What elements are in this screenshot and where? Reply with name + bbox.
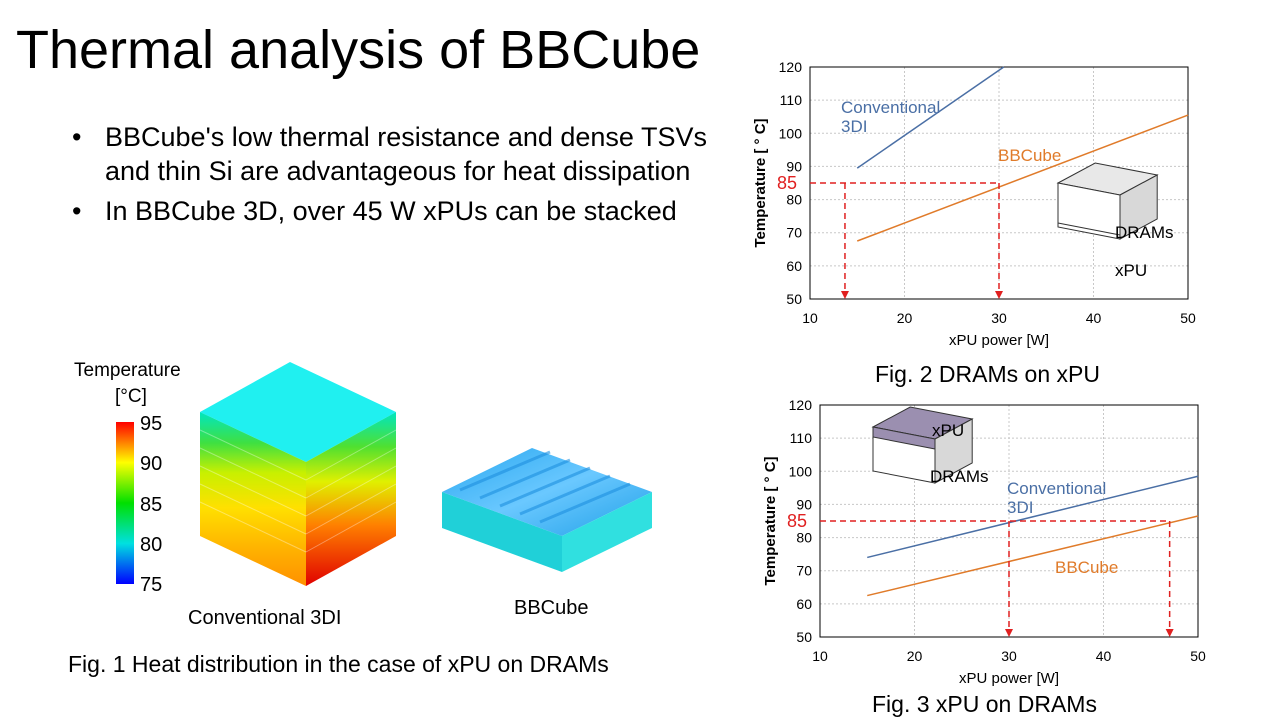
series-label: BBCube — [998, 146, 1061, 165]
bullet-item: • In BBCube 3D, over 45 W xPUs can be sta… — [70, 194, 710, 228]
x-tick-label: 40 — [1086, 310, 1102, 326]
colorbar — [116, 422, 134, 584]
chip-side-face — [934, 418, 973, 484]
bbcube-heatmap — [442, 448, 652, 572]
series-line — [867, 475, 1199, 559]
x-tick-label: 10 — [812, 648, 828, 664]
inset-top-label: xPU — [932, 421, 964, 440]
bullet-dot-icon: • — [72, 122, 82, 152]
y-tick-label: 80 — [796, 530, 812, 546]
fig1-caption: Fig. 1 Heat distribution in the case of … — [68, 651, 609, 677]
series-label: BBCube — [1055, 558, 1118, 577]
y-tick-label: 70 — [786, 225, 802, 241]
series-label: 3DI — [1007, 498, 1033, 517]
arrow-head-icon — [1165, 629, 1174, 637]
y-tick-label: 100 — [779, 125, 803, 141]
x-tick-label: 40 — [1096, 648, 1112, 664]
y-axis-label: Temperature [ ° C] — [752, 118, 769, 247]
y-tick-label: 50 — [786, 291, 802, 307]
inset-bottom-label: DRAMs — [930, 467, 989, 486]
y-axis-label: Temperature [ ° C] — [762, 456, 779, 585]
y-tick-label: 120 — [789, 397, 813, 413]
fig2-caption: Fig. 2 DRAMs on xPU — [875, 361, 1100, 387]
bbcube-label: BBCube — [514, 597, 589, 619]
xpu-layer-front — [872, 426, 936, 450]
series-line — [856, 114, 1189, 242]
series-label: Conventional — [1007, 479, 1106, 498]
bullet-dot-icon: • — [72, 196, 82, 226]
x-tick-label: 30 — [1001, 648, 1017, 664]
xpu-layer-line — [1057, 222, 1121, 236]
arrow-head-icon — [1005, 629, 1013, 637]
x-axis-label: xPU power [W] — [959, 670, 1059, 687]
bullet-item: • BBCube's low thermal resistance and den… — [70, 120, 710, 188]
arrow-head-icon — [840, 291, 849, 299]
colorbar-title: Temperature — [74, 360, 181, 381]
series-line — [856, 66, 1005, 169]
y-tick-label: 70 — [796, 563, 812, 579]
x-tick-label: 50 — [1190, 648, 1206, 664]
inset-top-label: DRAMs — [1115, 223, 1174, 242]
y-tick-label: 110 — [790, 430, 813, 446]
y-tick-label: 120 — [779, 59, 803, 75]
colorbar-tick-label: 85 — [140, 494, 163, 516]
series-line — [867, 515, 1199, 597]
fig3-caption: Fig. 3 xPU on DRAMs — [872, 691, 1097, 717]
bullet-text: BBCube's low thermal resistance and dens… — [105, 122, 707, 186]
colorbar-tick-label: 90 — [140, 453, 163, 475]
colorbar-tick-label: 80 — [140, 534, 163, 556]
x-tick-label: 20 — [897, 310, 913, 326]
x-tick-label: 20 — [907, 648, 923, 664]
chip-side-face — [1119, 174, 1158, 240]
inset-bottom-label: xPU — [1115, 261, 1147, 280]
threshold-label: 85 — [777, 173, 797, 193]
y-tick-label: 90 — [796, 496, 812, 512]
y-tick-label: 60 — [786, 258, 802, 274]
conventional-3di-heatmap — [199, 362, 397, 586]
y-tick-label: 60 — [796, 596, 812, 612]
colorbar-unit: [°C] — [115, 386, 147, 407]
bullet-list: • BBCube's low thermal resistance and den… — [70, 120, 710, 234]
bullet-text: In BBCube 3D, over 45 W xPUs can be stac… — [105, 196, 677, 226]
x-tick-label: 10 — [802, 310, 818, 326]
conventional-3di-label: Conventional 3DI — [188, 607, 342, 629]
x-axis-label: xPU power [W] — [949, 332, 1049, 349]
fig2-chart: 50 60 70 80 90 100 110 120 10 20 30 40 50 xPU power [… — [752, 59, 1196, 349]
slide-title: Thermal analysis of BBCube — [16, 20, 701, 80]
y-tick-label: 100 — [789, 463, 813, 479]
series-label: 3DI — [841, 117, 867, 136]
y-tick-label: 80 — [786, 192, 802, 208]
y-tick-label: 110 — [780, 92, 803, 108]
fig3-chart: 50 60 70 80 90 100 110 120 10 20 30 40 50 xPU power [… — [762, 397, 1206, 687]
y-tick-label: 90 — [786, 158, 802, 174]
colorbar-tick-label: 95 — [140, 413, 163, 435]
series-label: Conventional — [841, 98, 940, 117]
y-tick-label: 50 — [796, 629, 812, 645]
x-tick-label: 30 — [991, 310, 1007, 326]
heat-distribution-figure — [116, 362, 652, 586]
threshold-label: 85 — [787, 511, 807, 531]
arrow-head-icon — [995, 291, 1003, 299]
colorbar-tick-label: 75 — [140, 574, 163, 596]
x-tick-label: 50 — [1180, 310, 1196, 326]
